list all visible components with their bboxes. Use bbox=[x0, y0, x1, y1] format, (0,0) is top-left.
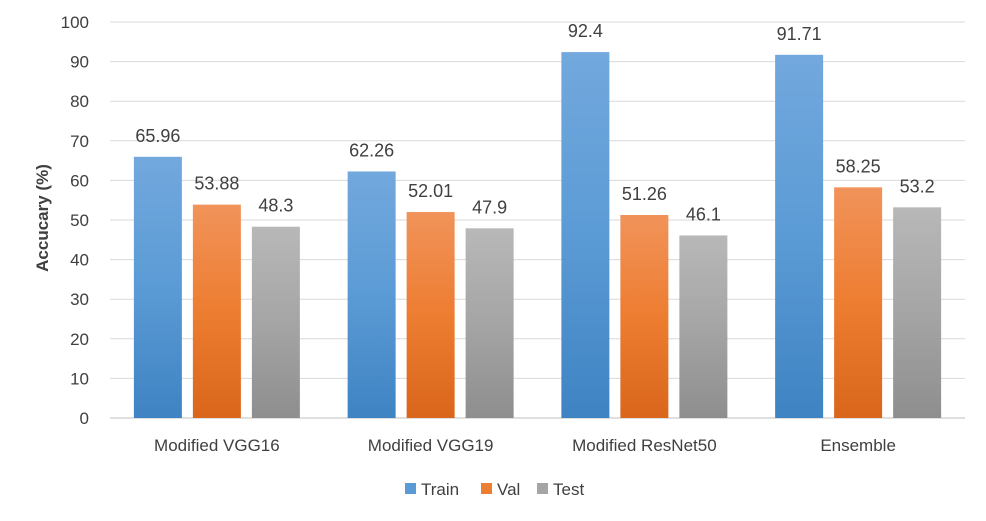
data-label: 53.88 bbox=[194, 174, 239, 194]
data-label: 65.96 bbox=[135, 126, 180, 146]
y-tick-label: 70 bbox=[70, 132, 89, 151]
bar-train-4 bbox=[775, 54, 824, 418]
bar-test-1 bbox=[251, 226, 300, 418]
bar-test-2 bbox=[465, 228, 514, 418]
y-tick-label: 30 bbox=[70, 290, 89, 309]
y-tick-label: 60 bbox=[70, 171, 89, 190]
data-label: 92.4 bbox=[568, 21, 603, 41]
legend-swatch-test bbox=[537, 483, 548, 494]
bar-val-3 bbox=[620, 215, 669, 418]
data-label: 62.26 bbox=[349, 140, 394, 160]
data-label: 48.3 bbox=[258, 196, 293, 216]
data-labels: 65.96 53.88 48.3 62.26 52.01 47.9 92.4 51.26 46.… bbox=[135, 21, 934, 224]
legend: Train Val Test bbox=[405, 480, 584, 499]
legend-label-test: Test bbox=[553, 480, 584, 499]
x-category-label: Modified ResNet50 bbox=[572, 436, 717, 455]
bar-val-4 bbox=[834, 187, 883, 418]
x-axis-categories: Modified VGG16 Modified VGG19 Modified Res… bbox=[154, 436, 896, 455]
y-tick-label: 20 bbox=[70, 330, 89, 349]
y-axis-ticks: 0 10 20 30 40 50 60 70 80 90 100 bbox=[61, 13, 89, 428]
data-label: 53.2 bbox=[900, 176, 935, 196]
x-category-label: Modified VGG19 bbox=[368, 436, 494, 455]
legend-label-train: Train bbox=[421, 480, 459, 499]
data-label: 52.01 bbox=[408, 181, 453, 201]
y-tick-label: 90 bbox=[70, 53, 89, 72]
y-tick-label: 50 bbox=[70, 211, 89, 230]
legend-label-val: Val bbox=[497, 480, 520, 499]
x-category-label: Ensemble bbox=[820, 436, 896, 455]
data-label: 58.25 bbox=[836, 156, 881, 176]
y-tick-label: 80 bbox=[70, 92, 89, 111]
legend-swatch-train bbox=[405, 483, 416, 494]
y-axis-label: Accucary (%) bbox=[33, 164, 52, 272]
y-tick-label: 40 bbox=[70, 251, 89, 270]
data-label: 46.1 bbox=[686, 204, 721, 224]
bar-val-1 bbox=[192, 204, 241, 418]
y-tick-label: 10 bbox=[70, 369, 89, 388]
y-tick-label: 0 bbox=[80, 409, 89, 428]
bar-test-4 bbox=[893, 207, 942, 418]
bar-train-1 bbox=[133, 156, 182, 418]
bar-val-2 bbox=[406, 212, 455, 418]
y-tick-label: 100 bbox=[61, 13, 89, 32]
x-category-label: Modified VGG16 bbox=[154, 436, 280, 455]
bars bbox=[133, 52, 942, 418]
legend-swatch-val bbox=[481, 483, 492, 494]
data-label: 51.26 bbox=[622, 184, 667, 204]
bar-train-2 bbox=[347, 171, 396, 418]
bar-train-3 bbox=[561, 52, 610, 418]
data-label: 47.9 bbox=[472, 197, 507, 217]
data-label: 91.71 bbox=[777, 24, 822, 44]
bar-test-3 bbox=[679, 235, 728, 418]
